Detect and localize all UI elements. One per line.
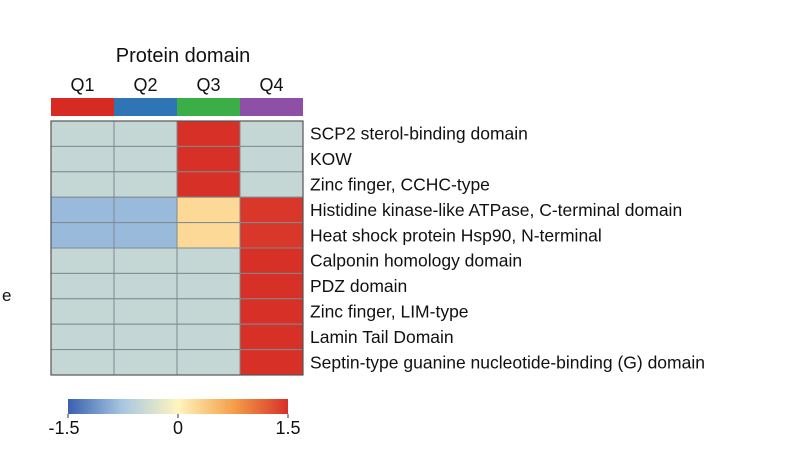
heatmap-cell — [113, 247, 178, 274]
column-color-bars — [51, 98, 303, 116]
row-label: SCP2 sterol-binding domain — [310, 124, 528, 144]
heatmap-cell — [113, 171, 178, 198]
heatmap-cell — [113, 323, 178, 351]
row-label: Zinc finger, LIM-type — [310, 302, 469, 322]
heatmap-cell — [176, 247, 241, 274]
heatmap-cell — [239, 222, 304, 249]
heatmap-cell — [50, 120, 115, 147]
heatmap-cell — [113, 145, 178, 173]
heatmap-cell — [239, 298, 304, 325]
column-label: Q4 — [259, 75, 283, 95]
heatmap-cell — [239, 323, 304, 351]
row-label: Zinc finger, CCHC-type — [310, 175, 490, 195]
color-scale-bar — [68, 399, 288, 414]
row-label: Septin-type guanine nucleotide-binding (… — [310, 352, 705, 372]
heatmap-cell — [176, 145, 241, 173]
heatmap-cell — [113, 272, 178, 300]
heatmap-cell — [113, 298, 178, 325]
heatmap-cell — [176, 171, 241, 198]
heatmap-cell — [113, 222, 178, 249]
heatmap-cell — [50, 222, 115, 249]
heatmap-cell — [176, 272, 241, 300]
row-label: Histidine kinase-like ATPase, C-terminal… — [310, 200, 682, 220]
row-labels: SCP2 sterol-binding domain KOW Zinc finger… — [310, 124, 705, 373]
heatmap-border — [50, 120, 304, 376]
heatmap-cell — [50, 247, 115, 274]
heatmap-cells — [50, 120, 304, 376]
column-label: Q3 — [196, 75, 220, 95]
heatmap-cell — [239, 171, 304, 198]
heatmap-cell — [50, 171, 115, 198]
heatmap-cell — [176, 349, 241, 376]
row-label: Calponin homology domain — [310, 251, 522, 271]
heatmap-cell — [50, 145, 115, 173]
column-label: Q2 — [133, 75, 157, 95]
color-scale-legend: -1.5 0 1.5 — [48, 399, 301, 438]
row-label: Lamin Tail Domain — [310, 327, 454, 347]
heatmap-cell — [239, 120, 304, 147]
row-label: KOW — [310, 149, 352, 169]
heatmap-cell — [239, 196, 304, 224]
heatmap-cell — [176, 222, 241, 249]
legend-tick-label: -1.5 — [48, 418, 79, 438]
heatmap-cell — [50, 196, 115, 224]
heatmap-cell — [239, 272, 304, 300]
column-color-bar — [240, 98, 303, 116]
column-color-bar — [177, 98, 240, 116]
column-labels: Q1 Q2 Q3 Q4 — [70, 75, 283, 95]
column-label: Q1 — [70, 75, 94, 95]
row-label: PDZ domain — [310, 276, 407, 296]
column-color-bar — [114, 98, 177, 116]
heatmap-cell — [113, 120, 178, 147]
heatmap-cell — [239, 349, 304, 376]
legend-tick-label: 1.5 — [275, 418, 300, 438]
heatmap-cell — [176, 196, 241, 224]
legend-tick-label: 0 — [173, 418, 183, 438]
heatmap-cell — [176, 298, 241, 325]
heatmap-cell — [50, 349, 115, 376]
column-color-bar — [51, 98, 114, 116]
row-label: Heat shock protein Hsp90, N-terminal — [310, 225, 602, 245]
heatmap-cell — [50, 272, 115, 300]
heatmap-cell — [50, 298, 115, 325]
stray-edge-label: e — [2, 286, 11, 305]
heatmap-cell — [113, 196, 178, 224]
chart-title: Protein domain — [116, 45, 251, 67]
heatmap-cell — [239, 145, 304, 173]
heatmap-cell — [239, 247, 304, 274]
heatmap-cell — [50, 323, 115, 351]
heatmap-cell — [176, 120, 241, 147]
heatmap-cell — [113, 349, 178, 376]
heatmap-cell — [176, 323, 241, 351]
